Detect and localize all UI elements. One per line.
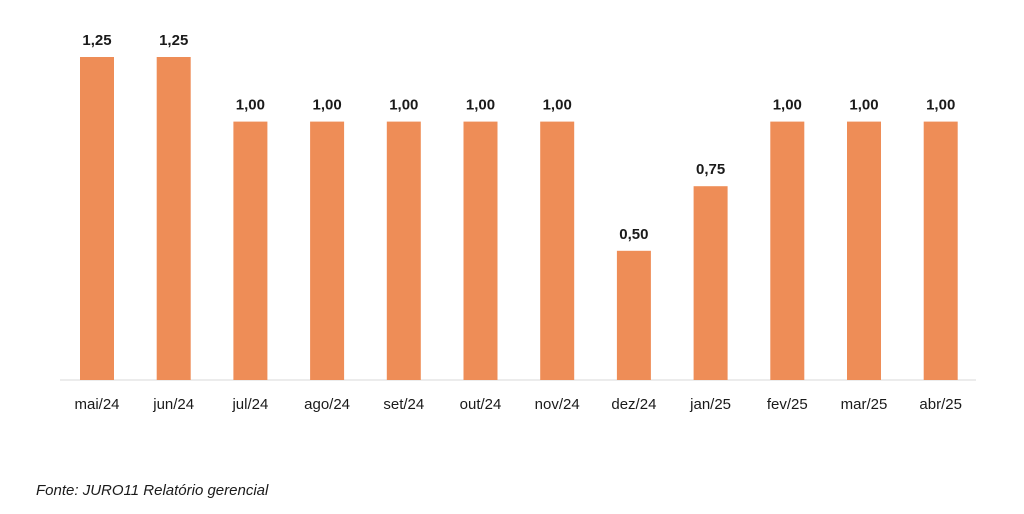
- x-tick-label: abr/25: [919, 396, 962, 413]
- bar-mai/24: [80, 57, 114, 380]
- bar-value-label: 0,75: [696, 161, 725, 178]
- bar-jun/24: [156, 57, 191, 380]
- x-tick-label: out/24: [460, 396, 502, 413]
- bar-ago/24: [310, 121, 345, 380]
- x-tick-label: jan/25: [689, 396, 731, 413]
- bar-fev/25: [770, 121, 805, 380]
- bar-nov/24: [540, 121, 575, 380]
- x-tick-label: mar/25: [841, 396, 888, 413]
- bar-mar/25: [847, 121, 881, 380]
- bar-value-label: 1,00: [466, 97, 495, 114]
- x-tick-label: mai/24: [74, 396, 119, 413]
- bar-value-label: 1,25: [82, 32, 111, 49]
- bars-group: [80, 57, 958, 380]
- bar-value-label: 1,00: [926, 97, 955, 114]
- x-tick-label: ago/24: [304, 396, 350, 413]
- bar-chart: 1,25 1,25 1,00 1,00 1,00 1,00 1,00 0,50 0,75 1,00…: [60, 32, 976, 413]
- bar-value-label: 1,00: [312, 97, 341, 114]
- bar-jan/25: [693, 186, 728, 380]
- bar-jul/24: [233, 121, 268, 380]
- x-tick-label: dez/24: [611, 396, 656, 413]
- bar-value-label: 1,00: [773, 97, 802, 114]
- bar-value-label: 0,50: [619, 226, 648, 243]
- bar-value-label: 1,00: [849, 97, 878, 114]
- bar-value-label: 1,25: [159, 32, 188, 49]
- bar-abr/25: [923, 121, 958, 380]
- x-tick-label: set/24: [383, 396, 424, 413]
- bar-value-label: 1,00: [543, 97, 572, 114]
- bar-value-label: 1,00: [389, 97, 418, 114]
- bar-set/24: [386, 121, 421, 380]
- x-tick-label: fev/25: [767, 396, 808, 413]
- x-tick-label: jun/24: [152, 396, 194, 413]
- x-tick-labels-group: mai/24 jun/24 jul/24 ago/24 set/24 out/24 nov/…: [74, 396, 961, 413]
- bar-dez/24: [616, 250, 651, 380]
- source-note: Fonte: JURO11 Relatório gerencial: [36, 482, 269, 499]
- value-labels-group: 1,25 1,25 1,00 1,00 1,00 1,00 1,00 0,50 0,75 1,00…: [82, 32, 955, 243]
- x-tick-label: jul/24: [231, 396, 268, 413]
- bar-value-label: 1,00: [236, 97, 265, 114]
- bar-out/24: [463, 121, 498, 380]
- x-tick-label: nov/24: [535, 396, 580, 413]
